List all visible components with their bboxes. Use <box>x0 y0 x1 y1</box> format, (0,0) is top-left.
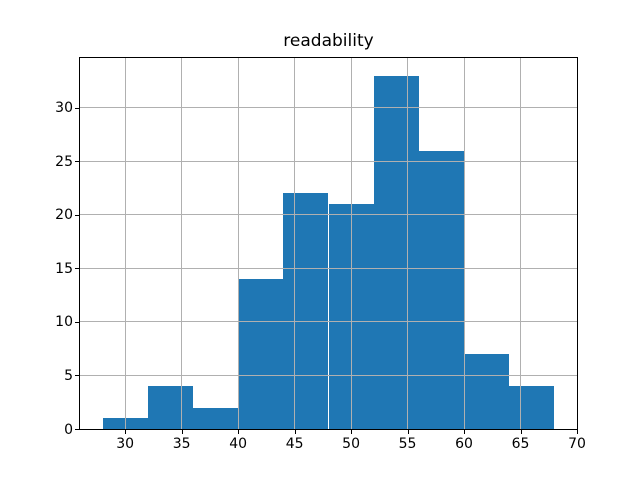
x-tick-label: 55 <box>398 436 417 452</box>
x-tick-mark <box>351 430 353 434</box>
y-tick-label: 10 <box>55 314 73 331</box>
y-tick-mark <box>75 161 79 163</box>
y-tick-mark <box>75 107 79 109</box>
y-tick-label: 30 <box>55 100 73 117</box>
y-tick-label: 20 <box>55 207 73 224</box>
x-tick-mark <box>294 430 296 434</box>
gridline-vertical <box>407 58 409 429</box>
gridline-vertical <box>237 58 239 429</box>
histogram-bar <box>373 75 419 429</box>
y-tick-mark <box>75 321 79 323</box>
histogram-bar <box>509 386 555 429</box>
y-tick-mark <box>75 375 79 377</box>
x-tick-label: 50 <box>342 436 360 452</box>
gridline-horizontal <box>80 428 577 430</box>
y-tick-mark <box>75 268 79 270</box>
gridline-horizontal <box>80 267 577 269</box>
grid-layer <box>80 58 578 430</box>
y-tick-mark <box>75 429 79 430</box>
gridline-vertical <box>520 58 522 429</box>
x-tick-label: 45 <box>285 436 304 452</box>
x-tick-label: 65 <box>511 436 530 452</box>
gridline-horizontal <box>80 107 577 109</box>
gridline-vertical <box>350 58 352 429</box>
x-tick-label: 30 <box>116 436 135 452</box>
x-tick-label: 35 <box>172 436 191 452</box>
gridline-vertical <box>463 58 465 429</box>
gridline-vertical <box>576 58 578 429</box>
gridline-vertical <box>181 58 183 429</box>
gridline-horizontal <box>80 214 577 216</box>
histogram-bar <box>238 279 284 429</box>
y-tick-label: 15 <box>55 260 73 277</box>
x-tick-label: 60 <box>455 436 473 452</box>
y-tick-mark <box>75 214 79 216</box>
histogram-bar <box>464 354 510 429</box>
x-tick-mark <box>407 430 409 434</box>
histogram-bar <box>147 386 193 429</box>
x-tick-mark <box>520 430 522 434</box>
y-tick-label: 25 <box>55 153 73 170</box>
x-tick-mark <box>181 430 183 434</box>
gridline-horizontal <box>80 160 577 162</box>
gridline-horizontal <box>80 321 577 323</box>
histogram-bar <box>192 407 239 429</box>
histogram-bar <box>283 193 329 429</box>
y-tick-label: 5 <box>64 367 73 384</box>
gridline-vertical <box>294 58 296 429</box>
x-tick-mark <box>464 430 466 434</box>
gridline-horizontal <box>80 374 577 376</box>
histogram-bar <box>418 150 465 429</box>
gridline-vertical <box>124 58 126 429</box>
x-tick-mark <box>238 430 240 434</box>
x-tick-label: 70 <box>568 436 586 452</box>
x-tick-mark <box>577 430 578 434</box>
x-tick-label: 40 <box>229 436 248 452</box>
plot-area <box>79 57 578 430</box>
x-tick-mark <box>125 430 127 434</box>
chart-title: readability <box>283 31 374 51</box>
y-tick-label: 0 <box>64 421 73 438</box>
